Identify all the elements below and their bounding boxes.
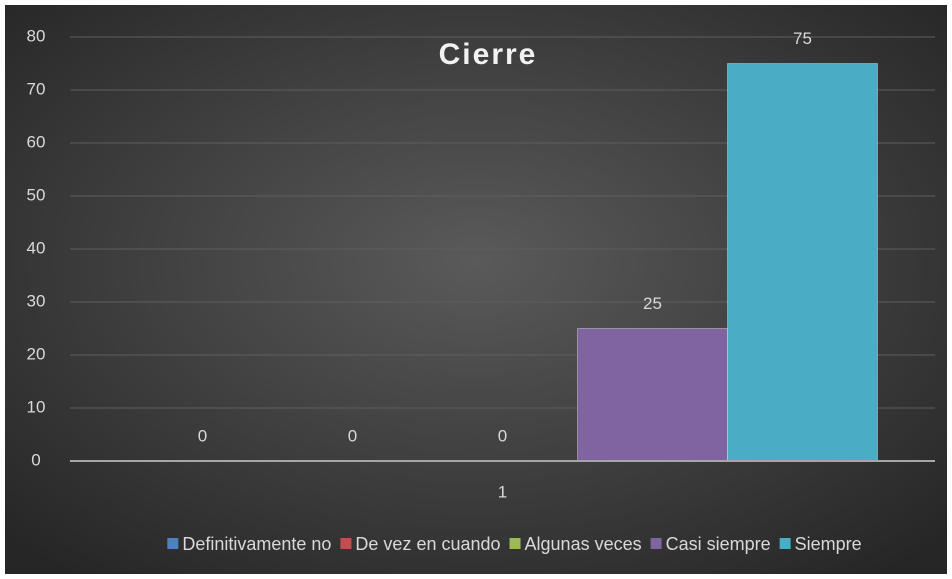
y-tick-label: 80 bbox=[27, 26, 46, 45]
bar bbox=[577, 328, 728, 462]
y-tick-label: 0 bbox=[31, 450, 40, 469]
legend-swatch bbox=[779, 538, 791, 549]
y-tick-label: 70 bbox=[27, 79, 46, 98]
x-tick-label: 1 bbox=[498, 482, 507, 501]
y-tick-label: 10 bbox=[27, 397, 46, 416]
bar bbox=[727, 63, 878, 462]
y-tick-label: 60 bbox=[27, 132, 46, 151]
legend-label: De vez en cuando bbox=[355, 534, 500, 554]
y-tick-label: 40 bbox=[27, 238, 46, 257]
data-label: 25 bbox=[643, 294, 662, 313]
data-label: 0 bbox=[198, 426, 207, 445]
legend-swatch bbox=[340, 538, 352, 549]
y-tick-label: 20 bbox=[27, 344, 46, 363]
legend-swatch bbox=[167, 538, 179, 549]
data-label: 0 bbox=[498, 426, 507, 445]
y-tick-label: 30 bbox=[27, 291, 46, 310]
chart-title: Cierre bbox=[439, 38, 538, 71]
y-tick-label: 50 bbox=[27, 185, 46, 204]
legend-label: Casi siempre bbox=[666, 534, 771, 554]
legend-label: Siempre bbox=[795, 534, 862, 554]
legend-label: Definitivamente no bbox=[182, 534, 331, 554]
legend-swatch bbox=[650, 538, 662, 549]
legend-label: Algunas veces bbox=[525, 534, 642, 554]
legend-swatch bbox=[509, 538, 521, 549]
data-label: 75 bbox=[793, 29, 812, 48]
data-label: 0 bbox=[348, 426, 357, 445]
